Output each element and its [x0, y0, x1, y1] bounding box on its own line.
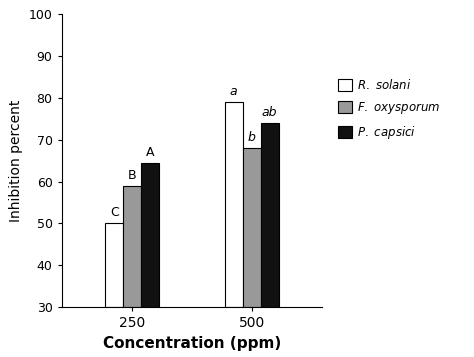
Bar [225, 102, 243, 307]
Legend: $\it{R.\ solani}$, $\it{F.\ oxysporum}$, $\it{P.\ capsici}$: $\it{R.\ solani}$, $\it{F.\ oxysporum}$,… [333, 73, 445, 146]
Bar [243, 148, 261, 307]
X-axis label: Concentration (ppm): Concentration (ppm) [103, 336, 281, 351]
Bar [123, 186, 141, 307]
Text: C: C [110, 206, 118, 219]
Text: ab: ab [262, 106, 277, 119]
Text: a: a [230, 85, 237, 98]
Bar [141, 163, 159, 307]
Bar [105, 223, 123, 307]
Bar [261, 123, 279, 307]
Text: b: b [248, 131, 255, 144]
Text: A: A [146, 146, 155, 159]
Text: B: B [128, 169, 137, 182]
Y-axis label: Inhibition percent: Inhibition percent [9, 100, 23, 222]
